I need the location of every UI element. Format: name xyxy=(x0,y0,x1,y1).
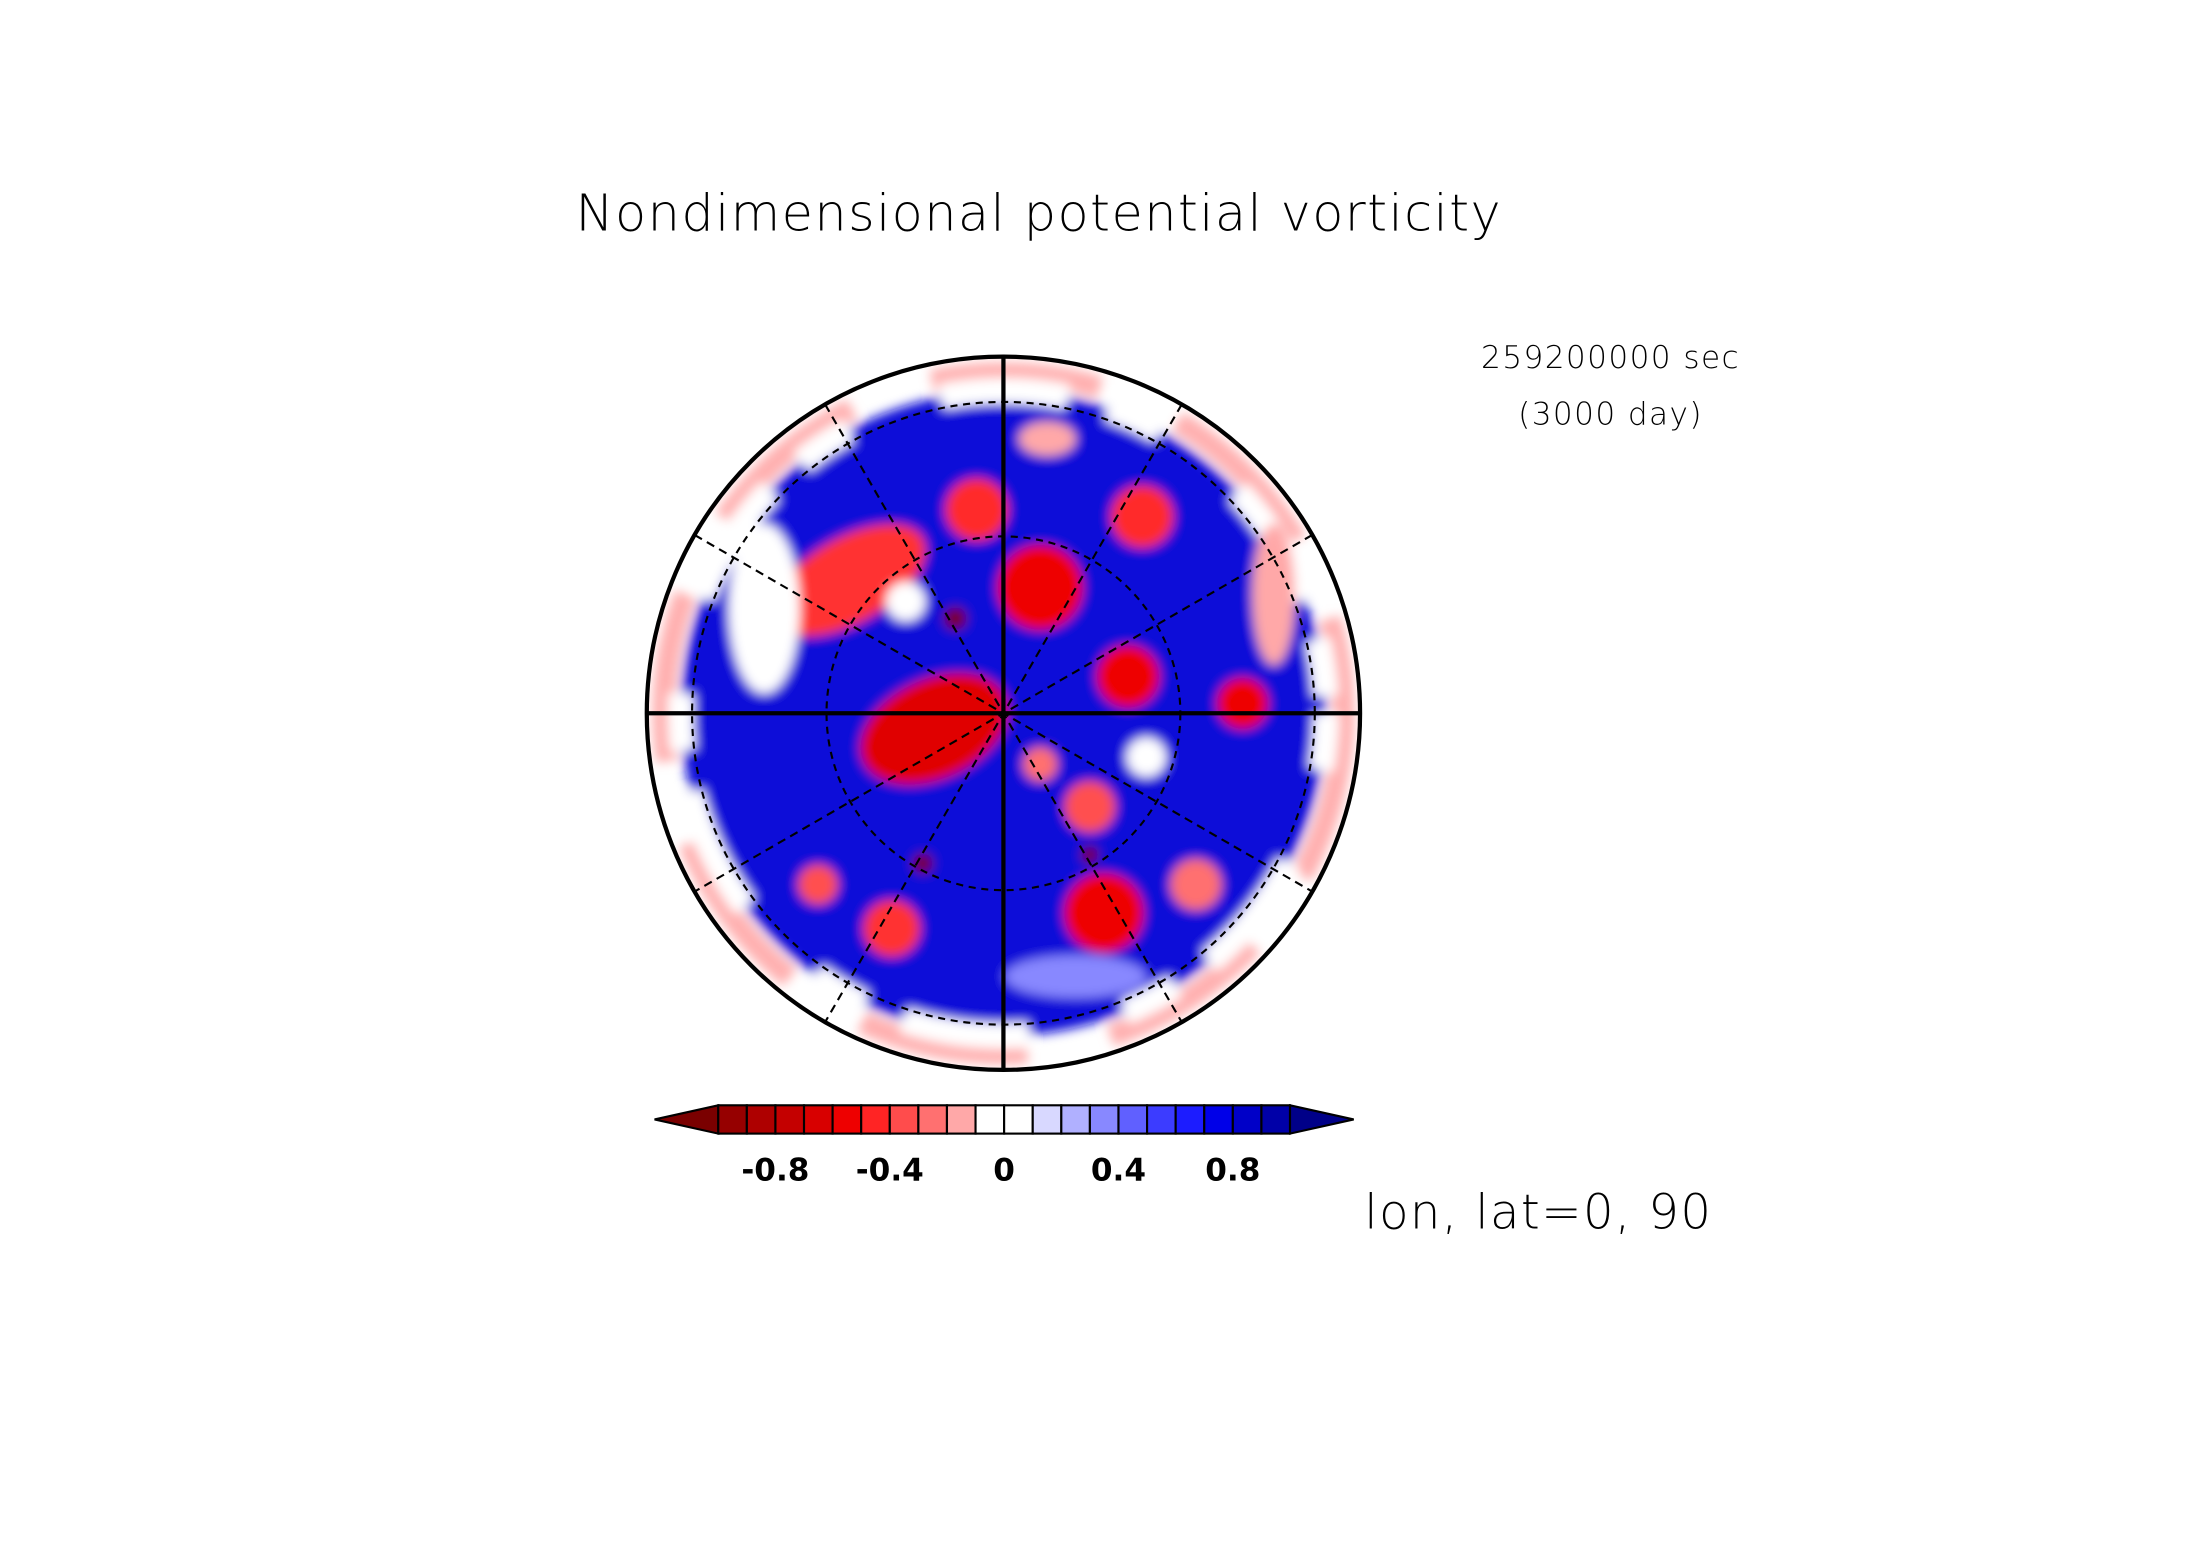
colorbar-bin xyxy=(888,1104,920,1135)
colorbar-bin xyxy=(1003,1104,1034,1135)
colorbar-bin xyxy=(1174,1104,1206,1135)
colorbar-bin xyxy=(1031,1104,1063,1135)
colorbar-bin xyxy=(945,1104,977,1135)
colorbar-bin xyxy=(917,1104,949,1135)
colorbar-bin xyxy=(1060,1104,1091,1135)
colorbar-bin xyxy=(774,1104,806,1135)
colorbar-tick-label: -0.4 xyxy=(856,1152,924,1188)
colorbar-tick-label: 0.8 xyxy=(1205,1152,1260,1188)
projection-label: lon, lat=0, 90 xyxy=(1364,1184,1712,1240)
colorbar-bin xyxy=(745,1104,777,1135)
colorbar-bin xyxy=(717,1104,748,1135)
colorbar: -0.8 -0.4 0 0.4 0.8 xyxy=(654,1103,1354,1188)
colorbar-tick-label: -0.8 xyxy=(741,1152,809,1188)
map-grid xyxy=(644,354,1363,1073)
colorbar-bin xyxy=(1231,1104,1263,1135)
colorbar-bin xyxy=(1260,1104,1292,1135)
colorbar-bin xyxy=(1117,1104,1149,1135)
colorbar-bin xyxy=(1088,1104,1120,1135)
colorbar-bin xyxy=(1146,1104,1177,1135)
time-days: (3000 day) xyxy=(1518,397,1703,433)
colorbar-bin xyxy=(974,1104,1006,1135)
time-seconds: 259200000 sec xyxy=(1481,340,1740,376)
chart-title: Nondimensional potential vorticity xyxy=(576,185,1503,244)
colorbar-bin xyxy=(860,1104,891,1135)
colorbar-bin xyxy=(1203,1104,1234,1135)
colorbar-under xyxy=(654,1103,720,1135)
colorbar-bin xyxy=(802,1104,834,1135)
colorbar-over xyxy=(1288,1103,1354,1135)
colorbar-tick-label: 0.4 xyxy=(1091,1152,1146,1188)
colorbar-tick-label: 0 xyxy=(993,1152,1015,1188)
colorbar-bin xyxy=(831,1104,863,1135)
